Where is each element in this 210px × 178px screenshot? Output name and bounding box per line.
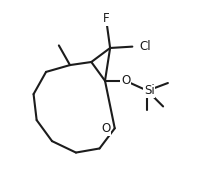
Text: Si: Si [144, 84, 155, 97]
Text: Cl: Cl [139, 40, 151, 53]
Text: O: O [121, 74, 130, 87]
Text: O: O [101, 122, 110, 135]
Text: F: F [103, 12, 110, 25]
